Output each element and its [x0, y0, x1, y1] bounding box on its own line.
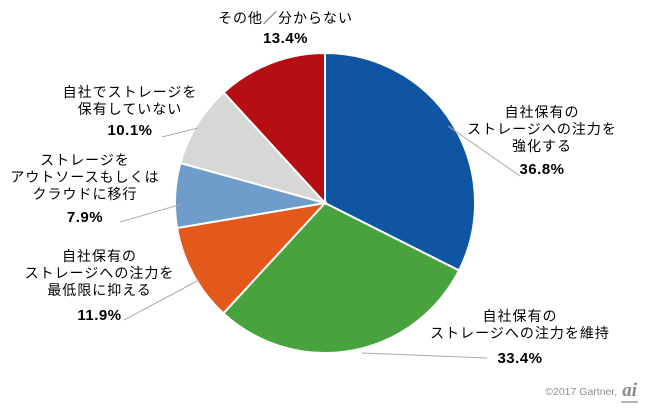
leader-line-minimize [123, 279, 200, 321]
label-other-unknown: その他／分からない 13.4% [193, 10, 378, 48]
label-maintain-text: 自社保有の ストレージへの注力を維持 [430, 308, 610, 342]
pie-slices [174, 51, 477, 354]
label-other-text: その他／分からない [218, 10, 353, 26]
label-other-value: 13.4% [262, 30, 309, 48]
pie-slice-0 [324, 51, 477, 272]
label-no-own-storage: 自社でストレージを 保有していない 10.1% [40, 84, 220, 140]
label-strengthen-value: 36.8% [519, 161, 565, 179]
label-outsource-value: 7.9% [66, 209, 104, 227]
leader-line-noown [161, 127, 199, 138]
label-outsource-text: ストレージを アウトソースもしくは クラウドに移行 [10, 152, 160, 203]
label-noown-value: 10.1% [107, 122, 153, 140]
leader-lines [119, 125, 521, 359]
pie-slice-2 [175, 201, 328, 315]
leader-line-maintain [361, 352, 488, 359]
leader-line-outsource [119, 203, 183, 223]
pie-slice-4 [179, 90, 329, 205]
label-minimize-own-storage: 自社保有の ストレージへの注力を 最低限に抑える 11.9% [12, 248, 187, 326]
ai-logo: ai [621, 380, 638, 403]
label-minimize-value: 11.9% [77, 307, 122, 325]
label-outsource-cloud: ストレージを アウトソースもしくは クラウドに移行 7.9% [5, 152, 165, 228]
label-maintain-value: 33.4% [497, 350, 543, 368]
pie-slice-1 [221, 201, 461, 354]
label-maintain-own-storage: 自社保有の ストレージへの注力を維持 33.4% [425, 308, 615, 368]
leader-line-strengthen [447, 125, 521, 177]
pie-slice-5 [222, 51, 326, 206]
label-strengthen-own-storage: 自社保有の ストレージへの注力を 強化する 36.8% [452, 104, 632, 180]
copyright-text: ©2017 Gartner, [545, 386, 618, 398]
label-strengthen-text: 自社保有の ストレージへの注力を 強化する [467, 104, 617, 155]
label-minimize-text: 自社保有の ストレージへの注力を 最低限に抑える [24, 248, 175, 299]
label-noown-text: 自社でストレージを 保有していない [62, 84, 198, 118]
footer-credit: ©2017 Gartner, ai [545, 379, 638, 403]
